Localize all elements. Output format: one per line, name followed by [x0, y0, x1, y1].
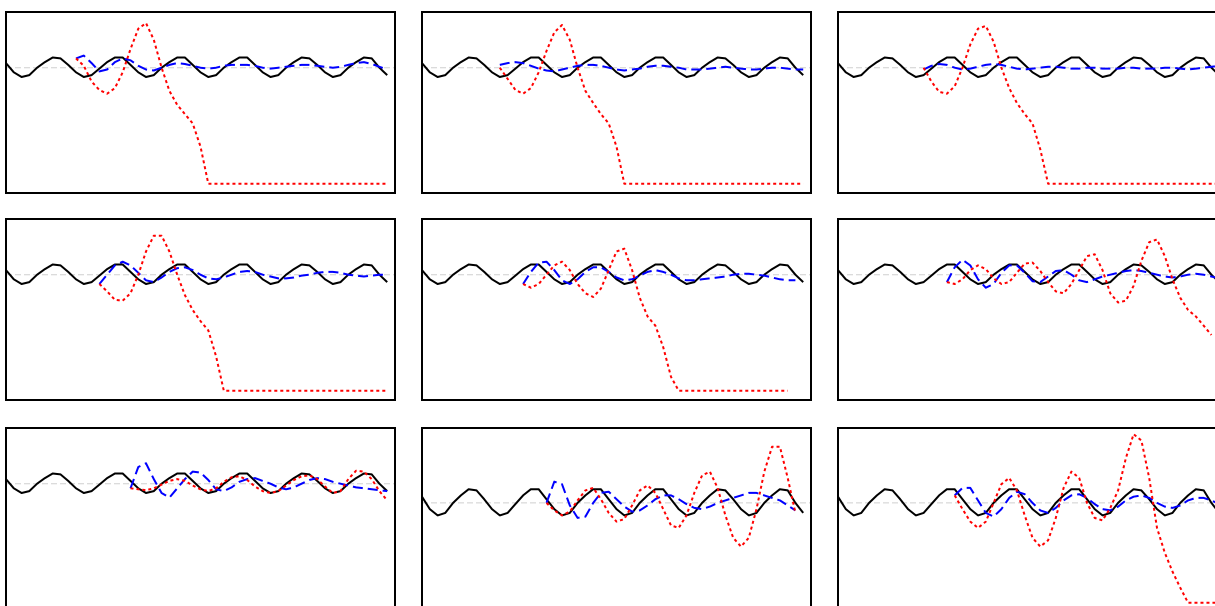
panel-frame — [837, 427, 1215, 606]
series-line-solid — [422, 488, 804, 517]
chart-panel-5 — [421, 218, 812, 401]
series-line-dashed — [923, 63, 1215, 71]
series-line-dotted — [922, 24, 1215, 185]
chart-panel-7 — [5, 427, 396, 606]
chart-panel-6 — [837, 218, 1215, 401]
series-line-dashed — [545, 480, 796, 519]
chart-panel-1 — [5, 11, 396, 194]
series-line-dashed — [522, 260, 796, 285]
panel-frame — [421, 427, 812, 606]
series-line-dashed — [75, 54, 388, 73]
series-line-solid — [6, 263, 388, 285]
series-line-dotted — [953, 433, 1215, 604]
panel-frame — [421, 11, 812, 194]
series-line-dashed — [98, 260, 388, 285]
panel-frame — [837, 218, 1215, 401]
series-line-dotted — [946, 238, 1213, 336]
series-line-solid — [838, 488, 1215, 517]
panel-frame — [5, 427, 396, 606]
series-line-solid — [6, 56, 388, 78]
series-line-dotted — [522, 247, 788, 392]
series-line-dotted — [75, 22, 388, 185]
series-line-dashed — [129, 462, 388, 499]
series-line-solid — [422, 263, 804, 285]
series-line-dotted — [130, 469, 388, 502]
chart-panel-2 — [421, 11, 812, 194]
chart-panel-9 — [837, 427, 1215, 606]
panel-frame — [5, 11, 396, 194]
chart-panel-8 — [421, 427, 812, 606]
panel-frame — [837, 11, 1215, 194]
series-line-solid — [422, 56, 804, 78]
chart-panel-3 — [837, 11, 1215, 194]
series-line-dashed — [499, 61, 804, 73]
series-line-dashed — [946, 258, 1215, 289]
panel-frame — [5, 218, 396, 401]
series-line-solid — [6, 472, 388, 494]
series-line-dashed — [954, 486, 1215, 518]
chart-panel-4 — [5, 218, 396, 401]
series-line-dotted — [498, 24, 804, 185]
series-line-dotted — [98, 234, 388, 392]
panel-frame — [421, 218, 812, 401]
